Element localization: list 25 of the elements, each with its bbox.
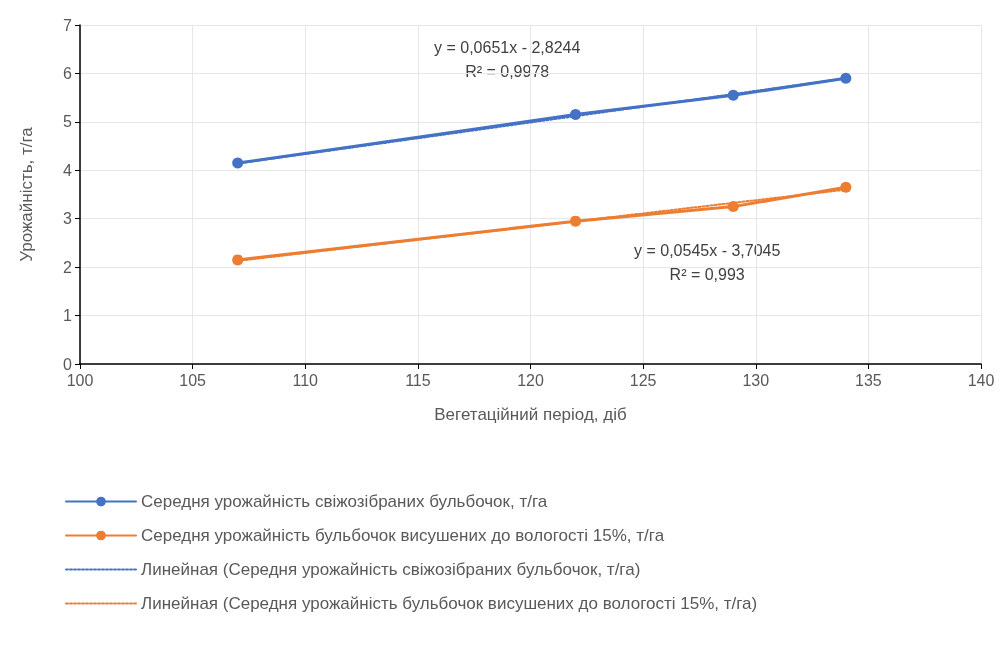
x-tick-label: 100 [66,371,94,389]
legend-label: Середня урожайність свіжозібраних бульбочок, т/га [141,492,548,511]
annotation: y = 0,0545x - 3,7045 R² = 0,993 [634,241,781,283]
x-tick-label: 120 [517,371,544,389]
x-tick-label: 115 [405,371,431,389]
legend-label: Линейная (Середня урожайність бульбочок висушених до вологості 15%, т/га) [141,594,758,613]
x-tick-label: 135 [855,371,882,389]
y-tick-label: 3 [63,210,73,228]
point [840,181,852,193]
y-tick-label: 0 [63,355,73,373]
x-tick-label: 105 [179,371,207,389]
x-axis-title: Вегетаційний період, діб [434,405,627,424]
legend-label: Линейная (Середня урожайність свіжозібраних бульбочок, т/га) [141,560,641,579]
x-tick-label: 110 [292,371,319,389]
y-tick-label: 2 [63,258,73,276]
y-axis-title: Урожайність, т/га [17,126,36,262]
y-tick-label: 5 [63,113,73,131]
x-tick-label: 130 [742,371,770,389]
y-tick-label: 4 [63,161,73,179]
y-tick-label: 7 [63,16,73,34]
x-tick-label: 125 [629,371,657,389]
y-tick-label: 1 [63,307,73,325]
y-tick-label: 6 [63,64,73,82]
legend-label: Середня урожайність бульбочок висушених до вологості 15%, т/га [141,526,665,545]
x-tick-label: 140 [967,371,995,389]
